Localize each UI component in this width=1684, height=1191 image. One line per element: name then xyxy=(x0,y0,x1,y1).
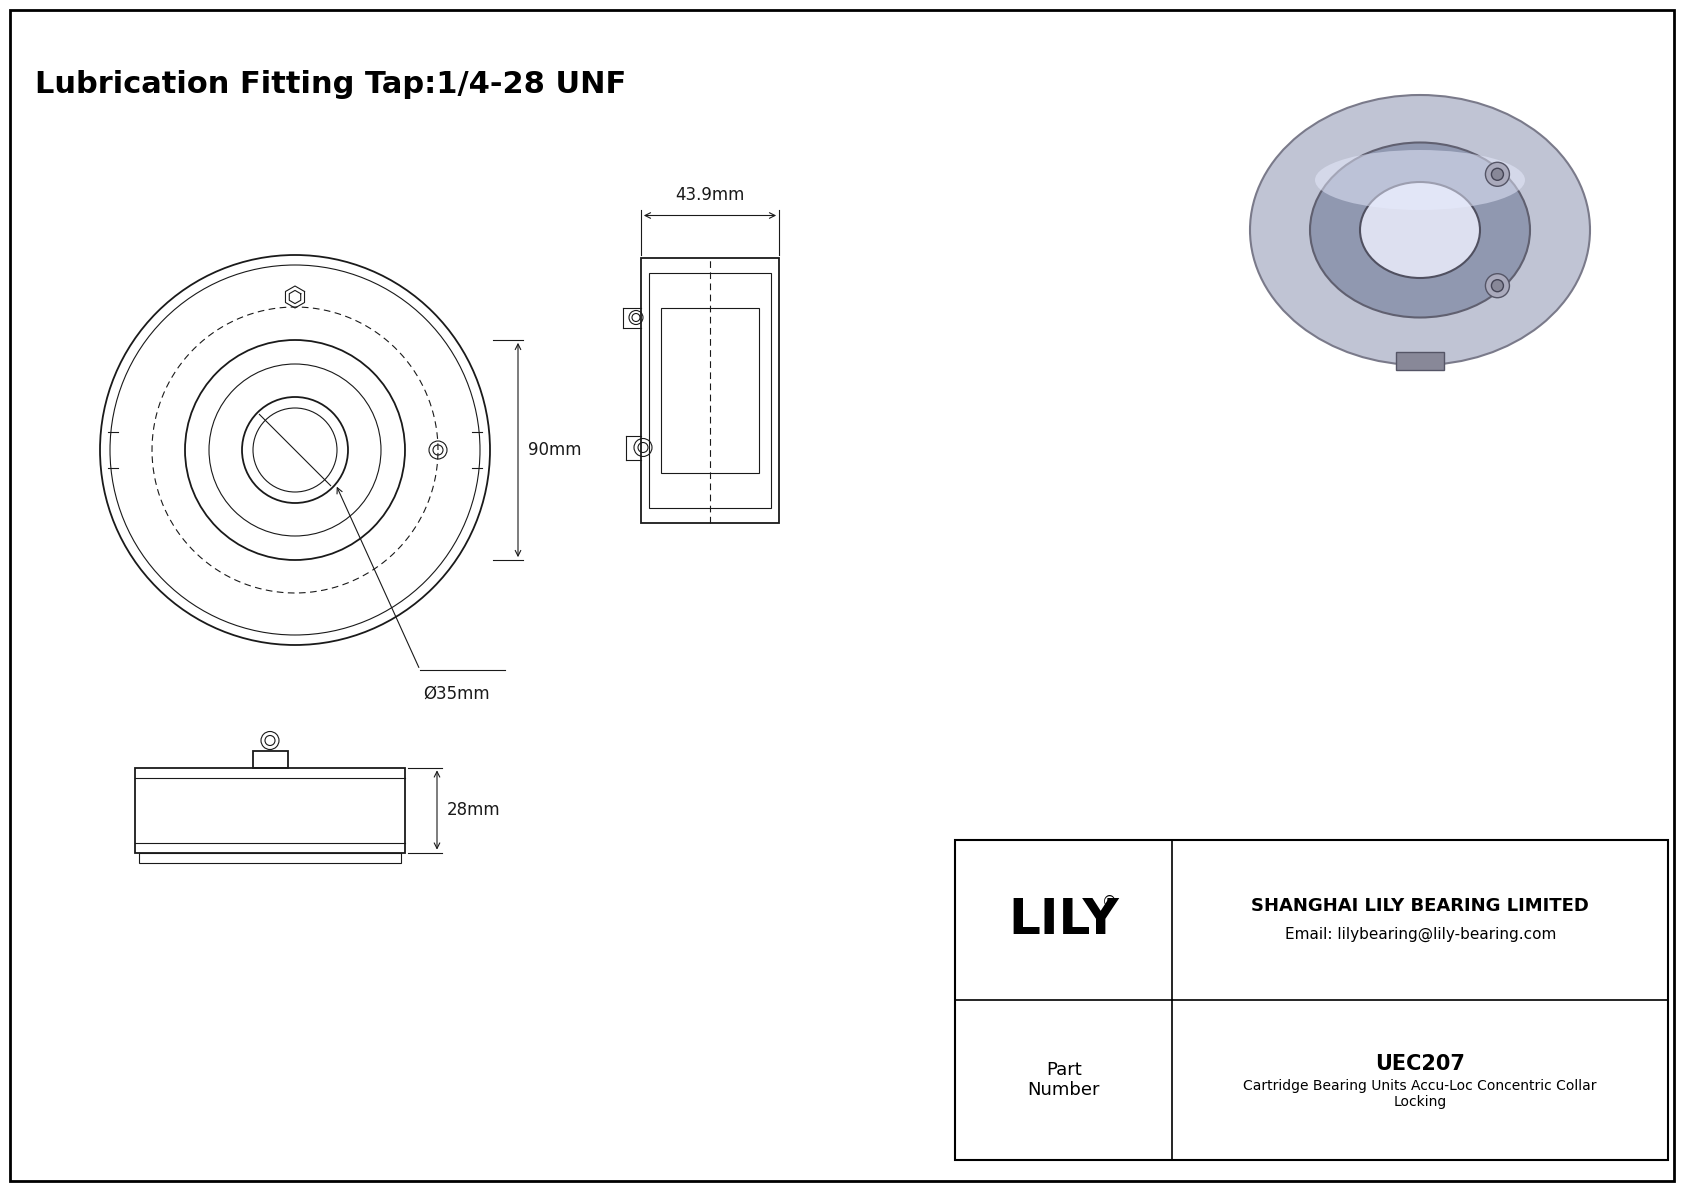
Text: 90mm: 90mm xyxy=(529,441,581,459)
Text: 43.9mm: 43.9mm xyxy=(675,186,744,204)
Circle shape xyxy=(1485,162,1509,186)
Circle shape xyxy=(1492,280,1504,292)
Ellipse shape xyxy=(1310,143,1531,318)
Circle shape xyxy=(1485,274,1509,298)
Bar xyxy=(642,257,780,523)
Text: ®: ® xyxy=(1101,894,1118,910)
Bar xyxy=(253,750,288,767)
Bar xyxy=(648,273,771,507)
Ellipse shape xyxy=(1315,150,1526,210)
Text: 28mm: 28mm xyxy=(446,802,500,819)
Text: Ø35mm: Ø35mm xyxy=(423,685,490,703)
Text: LILY: LILY xyxy=(1009,896,1120,944)
Text: SHANGHAI LILY BEARING LIMITED: SHANGHAI LILY BEARING LIMITED xyxy=(1251,897,1590,915)
Ellipse shape xyxy=(1361,182,1480,278)
Bar xyxy=(140,853,401,862)
Bar xyxy=(135,767,404,853)
Text: Email: lilybearing@lily-bearing.com: Email: lilybearing@lily-bearing.com xyxy=(1285,927,1556,942)
Ellipse shape xyxy=(1250,95,1590,364)
Bar xyxy=(955,840,1667,1160)
Text: UEC207: UEC207 xyxy=(1376,1054,1465,1074)
Text: Part
Number: Part Number xyxy=(1027,1061,1100,1099)
Text: Lubrication Fitting Tap:1/4-28 UNF: Lubrication Fitting Tap:1/4-28 UNF xyxy=(35,70,626,99)
Circle shape xyxy=(1492,168,1504,180)
Text: Cartridge Bearing Units Accu-Loc Concentric Collar
Locking: Cartridge Bearing Units Accu-Loc Concent… xyxy=(1243,1079,1596,1109)
Bar xyxy=(1396,353,1443,370)
Bar xyxy=(662,307,759,473)
